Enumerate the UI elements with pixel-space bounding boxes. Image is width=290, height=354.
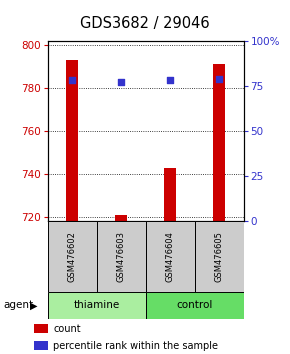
- Point: [70, 78, 75, 83]
- Bar: [48, 221, 97, 292]
- Bar: [195, 221, 244, 292]
- Bar: [34, 341, 48, 350]
- Bar: [66, 60, 78, 221]
- Bar: [115, 215, 127, 221]
- Text: count: count: [53, 324, 81, 333]
- Text: thiamine: thiamine: [74, 300, 120, 310]
- Text: GSM476603: GSM476603: [117, 231, 126, 282]
- Text: GSM476604: GSM476604: [166, 231, 175, 282]
- Bar: [146, 221, 195, 292]
- Text: percentile rank within the sample: percentile rank within the sample: [53, 341, 218, 350]
- Bar: [146, 292, 244, 319]
- Text: GDS3682 / 29046: GDS3682 / 29046: [80, 16, 210, 31]
- Bar: [48, 292, 146, 319]
- Bar: [213, 64, 225, 221]
- Text: agent: agent: [3, 300, 33, 310]
- Point: [168, 78, 173, 83]
- Text: control: control: [177, 300, 213, 310]
- Bar: [34, 324, 48, 333]
- Text: GSM476602: GSM476602: [68, 231, 77, 282]
- Bar: [97, 221, 146, 292]
- Bar: [164, 167, 176, 221]
- Point: [217, 76, 222, 81]
- Text: ▶: ▶: [30, 300, 37, 310]
- Text: GSM476605: GSM476605: [215, 231, 224, 282]
- Point: [119, 79, 124, 85]
